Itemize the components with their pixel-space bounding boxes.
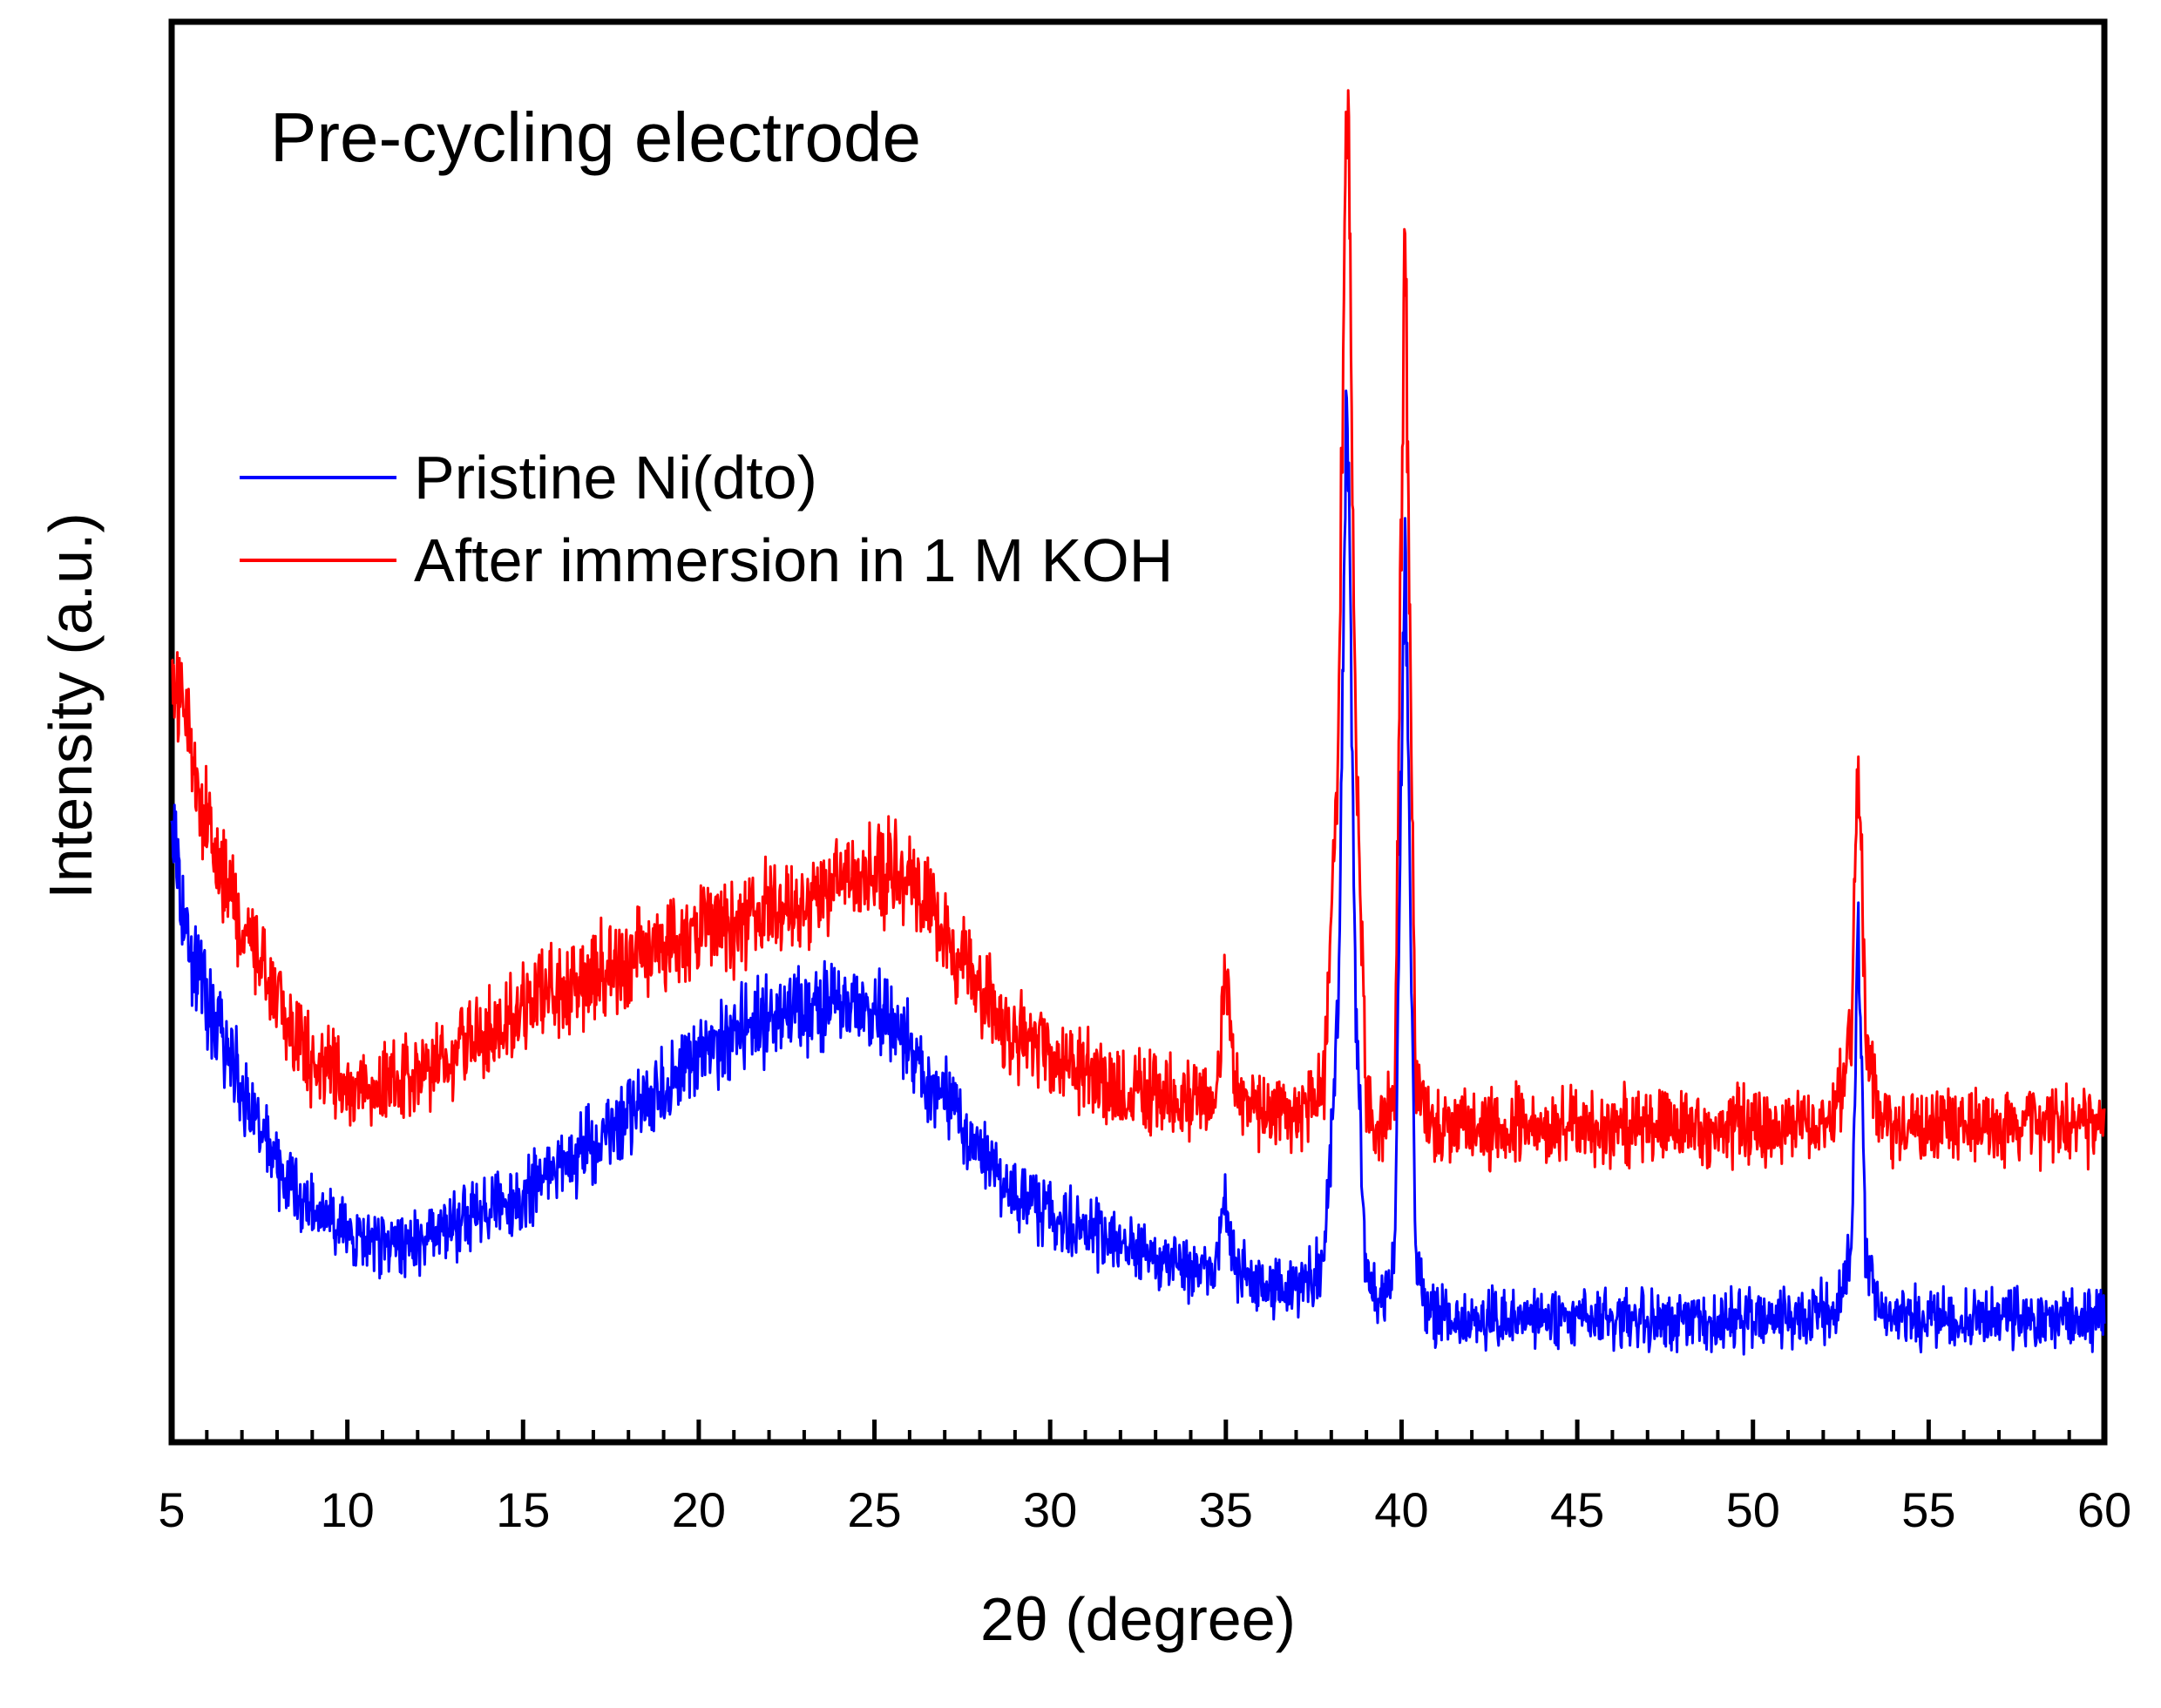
x-tick-label: 20 [672, 1482, 726, 1537]
series-line-koh [171, 89, 2106, 1173]
x-tick-label: 5 [158, 1482, 185, 1537]
y-axis-title: Intensity (a.u.) [37, 512, 105, 899]
x-tick-label: 30 [1023, 1482, 1077, 1537]
x-tick-label: 40 [1374, 1482, 1428, 1537]
x-axis-title: 2θ (degree) [980, 1585, 1296, 1653]
x-tick-label: 60 [2077, 1482, 2131, 1537]
x-tick-label: 55 [1901, 1482, 1955, 1537]
x-tick-label: 50 [1726, 1482, 1780, 1537]
x-tick-label: 15 [496, 1482, 550, 1537]
x-axis-tick-labels: 5 10 15 20 25 30 35 40 45 50 55 60 [158, 1482, 2131, 1537]
legend-label-koh: After immersion in 1 M KOH [414, 526, 1173, 594]
plot-frame [168, 18, 2108, 1446]
series-layer [170, 89, 2106, 1356]
legend-label-pristine: Pristine Ni(dto) [414, 444, 817, 512]
x-axis-ticks [169, 1420, 2107, 1442]
x-tick-label: 35 [1199, 1482, 1253, 1537]
plot-title: Pre-cycling electrode [270, 98, 921, 176]
legend: Pristine Ni(dto) After immersion in 1 M … [240, 444, 1173, 594]
x-tick-label: 25 [847, 1482, 901, 1537]
x-tick-label: 45 [1550, 1482, 1604, 1537]
series-line-pristine [170, 390, 2106, 1356]
x-tick-label: 10 [320, 1482, 374, 1537]
